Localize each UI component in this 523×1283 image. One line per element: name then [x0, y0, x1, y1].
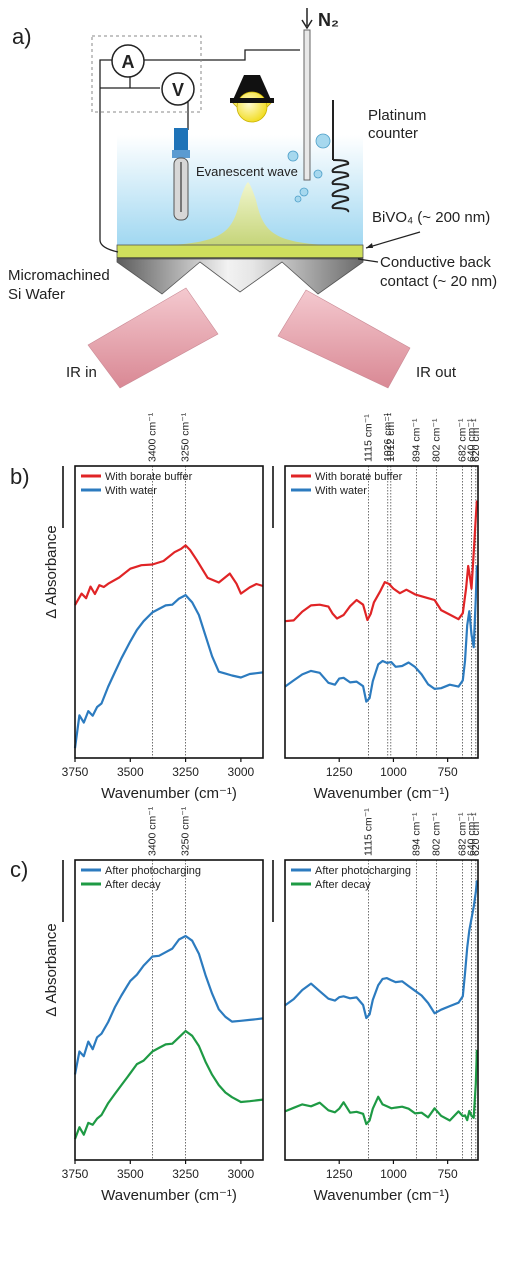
plot-frame [74, 465, 264, 759]
x-tick-label: 3500 [117, 765, 144, 779]
legend-label: After photocharging [315, 865, 411, 877]
series-line-0 [73, 934, 264, 1075]
wave-label: Evanescent wave [196, 164, 298, 179]
ref-label: 802 cm⁻¹ [430, 418, 442, 462]
y-axis-label: Δ Absorbance [43, 525, 60, 618]
wafer-label-1: Micromachined [8, 267, 110, 284]
series-line-0 [284, 880, 478, 1020]
x-tick-label: 3000 [228, 765, 255, 779]
ir-beams [87, 287, 411, 389]
counter-label-2: counter [368, 125, 418, 142]
ref-label: 1115 cm⁻¹ [362, 414, 374, 462]
film-arrow [365, 231, 421, 249]
evanescent-wave [148, 182, 348, 246]
bivo4-film [116, 244, 364, 259]
meter-box [91, 35, 202, 113]
wafer-label-2: Si Wafer [8, 286, 65, 303]
x-tick-label: 1250 [326, 1167, 353, 1181]
contact-label-2: contact (~ 20 nm) [380, 273, 497, 290]
series-line-1 [73, 593, 264, 749]
ref-label: 3400 cm⁻¹ [146, 412, 158, 462]
x-tick-label: 3250 [172, 765, 199, 779]
x-axis-label: Wavenumber (cm⁻¹) [314, 1187, 450, 1204]
film-arrowhead [366, 243, 373, 248]
ref-label: 3250 cm⁻¹ [180, 806, 192, 856]
plot-frame [284, 465, 479, 759]
ref-label: 620 cm⁻¹ [470, 418, 482, 462]
platinum-coil-icon [331, 100, 350, 213]
ref-label: 1026 cm⁻¹ [382, 412, 394, 462]
x-tick-label: 3500 [117, 1167, 144, 1181]
ref-label: 3250 cm⁻¹ [180, 412, 192, 462]
x-tick-label: 1000 [380, 1167, 407, 1181]
ref-label: 640 cm⁻¹ [465, 418, 477, 462]
ref-label: 1012 cm⁻¹ [385, 412, 397, 462]
series-line-0 [284, 500, 478, 623]
counter-label-1: Platinum [368, 107, 426, 124]
x-tick-label: 750 [438, 765, 458, 779]
si-wafer-prism [116, 258, 364, 295]
ref-label: 620 cm⁻¹ [470, 812, 482, 856]
x-tick-label: 3750 [62, 1167, 89, 1181]
series-line-1 [284, 565, 478, 703]
legend-label: With water [105, 485, 157, 497]
legend-label: With water [315, 485, 367, 497]
ref-label: 682 cm⁻¹ [456, 418, 468, 462]
panel-label-c: c) [10, 857, 28, 882]
reference-electrode [172, 128, 190, 221]
gas-label: N₂ [318, 10, 339, 30]
ir-in-beam [87, 287, 219, 389]
ammeter-icon [111, 44, 145, 78]
ammeter-label: A [122, 52, 135, 72]
ref-label: 3400 cm⁻¹ [146, 806, 158, 856]
ref-label: 640 cm⁻¹ [465, 812, 477, 856]
contact-arrow [357, 258, 379, 263]
x-tick-label: 3250 [172, 1167, 199, 1181]
legend-label: With borate buffer [105, 471, 193, 483]
x-tick-label: 3000 [228, 1167, 255, 1181]
legend-label: With borate buffer [315, 471, 403, 483]
legend-label: After photocharging [105, 865, 201, 877]
gas-tube [301, 8, 313, 181]
ir-in-label: IR in [66, 364, 97, 381]
panel-label-a: a) [12, 24, 32, 49]
x-axis-label: Wavenumber (cm⁻¹) [314, 785, 450, 802]
ir-out-beam [277, 289, 411, 389]
x-tick-label: 3750 [62, 765, 89, 779]
series-line-1 [284, 1049, 478, 1126]
schematic: a) Evanescent wave A V [8, 8, 497, 389]
chart-b-left: 3400 cm⁻¹ 3250 cm⁻¹ With borate buffer With… [43, 412, 264, 802]
lamp-icon [230, 75, 274, 123]
plot-frame [74, 859, 264, 1161]
x-tick-label: 1250 [326, 765, 353, 779]
voltmeter-label: V [172, 80, 184, 100]
chart-c-left: 3400 cm⁻¹ 3250 cm⁻¹ After photocharging Aft… [43, 806, 264, 1204]
voltmeter-icon [161, 72, 195, 106]
film-label: BiVO₄ (~ 200 nm) [372, 209, 490, 226]
x-tick-label: 1000 [380, 765, 407, 779]
plot-frame [284, 859, 479, 1161]
gas-bubbles [287, 133, 331, 203]
x-tick-label: 750 [438, 1167, 458, 1181]
ref-label: 894 cm⁻¹ [410, 812, 422, 856]
legend-label: After decay [105, 879, 161, 891]
x-axis-label: Wavenumber (cm⁻¹) [101, 1187, 237, 1204]
panel-label-b: b) [10, 464, 30, 489]
series-line-0 [74, 544, 264, 606]
ir-out-label: IR out [416, 364, 457, 381]
contact-label-1: Conductive back [380, 254, 491, 271]
legend-label: After decay [315, 879, 371, 891]
ref-label: 802 cm⁻¹ [430, 812, 442, 856]
ref-label: 894 cm⁻¹ [410, 418, 422, 462]
x-axis-label: Wavenumber (cm⁻¹) [101, 785, 237, 802]
y-axis-label: Δ Absorbance [43, 923, 60, 1016]
series-line-1 [73, 1029, 264, 1140]
ref-label: 1115 cm⁻¹ [362, 808, 374, 856]
ref-label: 682 cm⁻¹ [456, 812, 468, 856]
